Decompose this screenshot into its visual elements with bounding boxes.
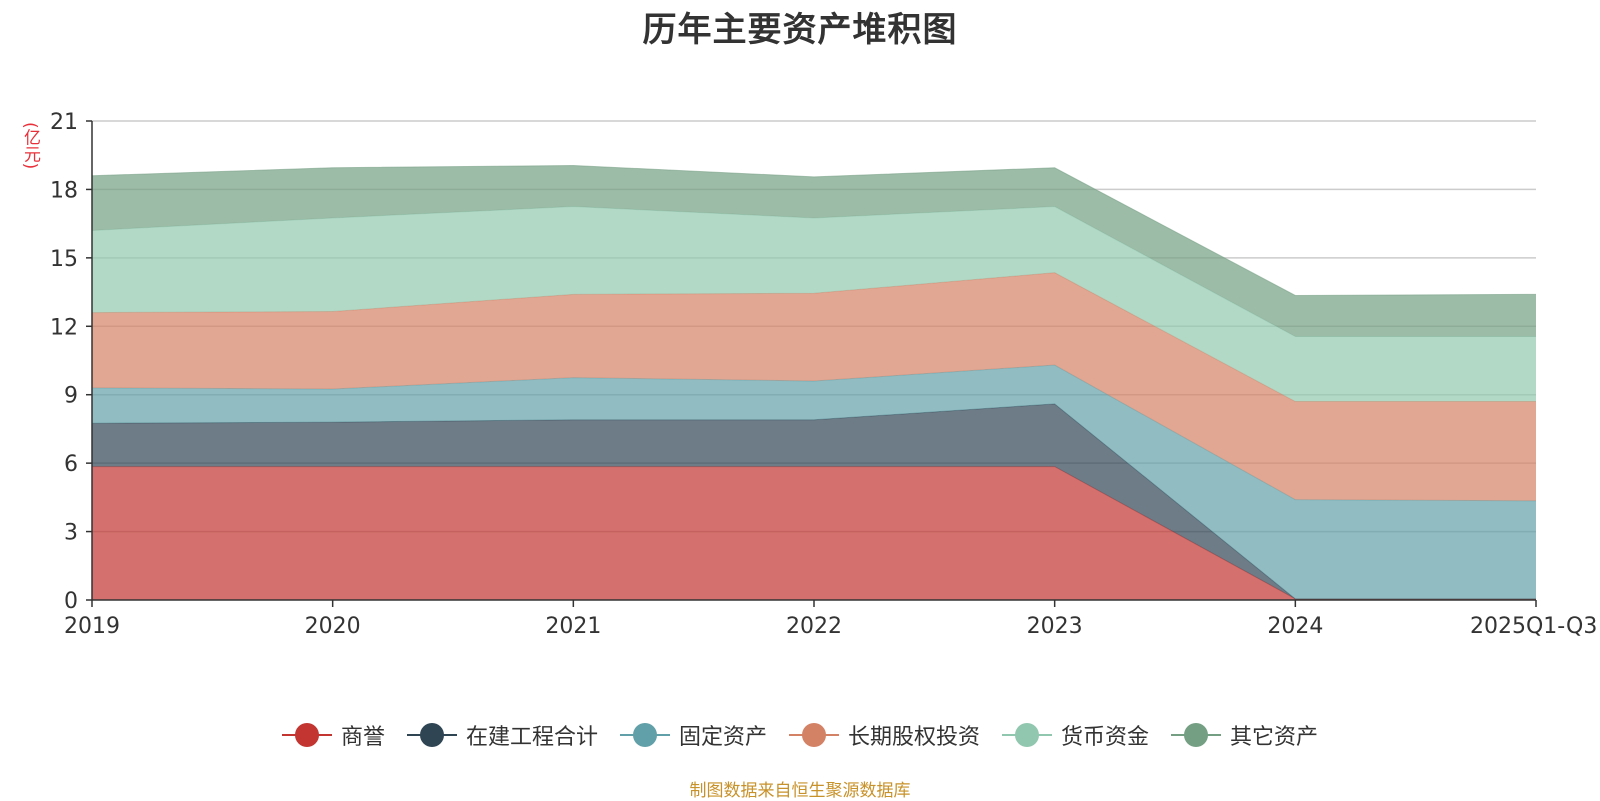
area-edge-3: [91, 272, 1536, 403]
area-series-3: [92, 272, 1536, 501]
y-tick-label-6: 6: [64, 452, 78, 477]
y-axis-unit-label: (亿元): [20, 122, 40, 170]
y-tick-label-3: 3: [64, 521, 78, 546]
legend-label: 货币资金: [1061, 725, 1150, 750]
area-edge-2: [91, 364, 1537, 502]
y-tick-label-21: 21: [50, 110, 78, 135]
x-tick-label-2: 2021: [545, 614, 601, 639]
area-series-0: [92, 466, 1536, 600]
chart-title: 历年主要资产堆积图: [642, 10, 958, 50]
legend-marker-icon: [789, 722, 839, 748]
y-tick-label-12: 12: [50, 315, 78, 340]
legend-item-3[interactable]: 长期股权投资: [789, 719, 980, 751]
x-tick-label-5: 2024: [1267, 614, 1323, 639]
legend-item-0[interactable]: 商誉: [281, 719, 385, 751]
legend-label: 在建工程合计: [465, 725, 598, 750]
y-tick-label-0: 0: [64, 589, 78, 614]
x-tick-label-6: 2025Q1-Q3: [1470, 614, 1597, 639]
area-series-1: [92, 403, 1536, 599]
y-tick-label-15: 15: [50, 247, 78, 272]
area-series-4: [92, 206, 1536, 402]
data-source-note: 制图数据来自恒生聚源数据库: [689, 781, 911, 801]
chart-legend: 商誉 在建工程合计 固定资产 长期股权投资 货币资金 其它资产: [0, 718, 1600, 752]
legend-label: 商誉: [340, 725, 385, 750]
area-series: [91, 164, 1537, 600]
x-tick-label-0: 2019: [64, 614, 120, 639]
legend-marker-icon: [1002, 722, 1053, 748]
area-edge-5: [91, 164, 1537, 296]
legend-marker-icon: [1171, 722, 1222, 748]
legend-item-5[interactable]: 其它资产: [1171, 719, 1318, 751]
area-edge-1: [91, 403, 1536, 600]
x-tick-label-1: 2020: [305, 614, 361, 639]
legend-item-2[interactable]: 固定资产: [619, 719, 767, 751]
legend-label: 长期股权投资: [848, 725, 981, 750]
area-series-2: [92, 365, 1536, 599]
legend-marker-icon: [406, 722, 457, 748]
axes: 0 3 6 9 12 15 18 21 2019 2020 2021 2022 2023 2024 2025…: [50, 110, 1597, 639]
legend-item-1[interactable]: 在建工程合计: [406, 719, 598, 751]
legend-label: 固定资产: [678, 725, 767, 750]
y-tick-label-9: 9: [64, 384, 78, 409]
legend-label: 其它资产: [1230, 725, 1319, 750]
legend-marker-icon: [619, 722, 670, 748]
legend-marker-icon: [281, 722, 332, 748]
x-tick-label-3: 2022: [786, 614, 842, 639]
legend-item-4[interactable]: 货币资金: [1002, 719, 1149, 751]
y-tick-label-18: 18: [50, 178, 78, 203]
area-series-5: [92, 165, 1536, 337]
x-tick-label-4: 2023: [1027, 614, 1083, 639]
